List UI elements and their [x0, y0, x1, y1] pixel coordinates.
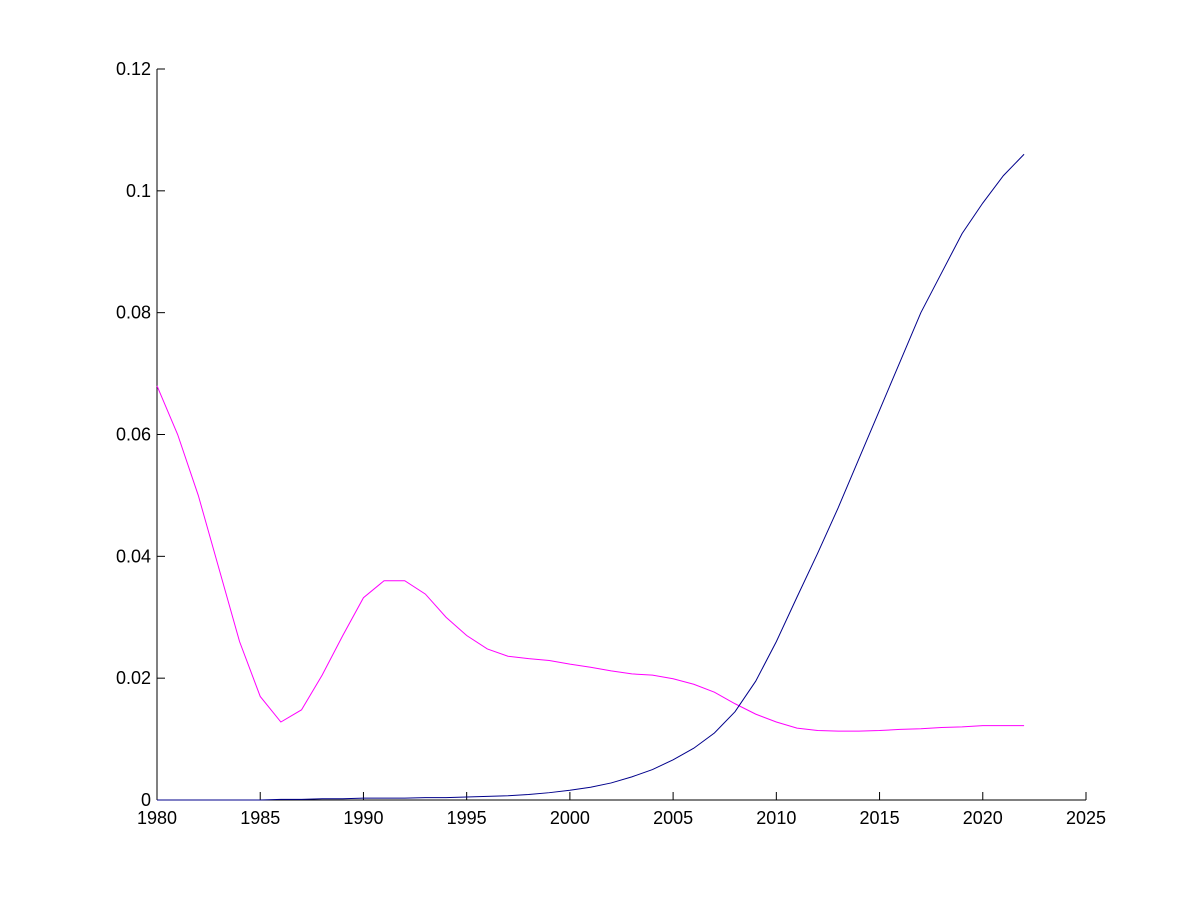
x-tick-label: 2015 — [860, 808, 900, 828]
y-tick-label: 0.02 — [116, 668, 151, 688]
y-tick-label: 0.1 — [126, 181, 151, 201]
x-tick-label: 2025 — [1066, 808, 1106, 828]
x-tick-label: 2020 — [963, 808, 1003, 828]
line-series — [157, 153, 1025, 801]
y-tick-label: 0 — [141, 790, 151, 810]
y-tick-label: 0.12 — [116, 59, 151, 79]
y-tick-label: 0.04 — [116, 546, 151, 566]
x-tick-label: 1985 — [240, 808, 280, 828]
x-tick-label: 2000 — [550, 808, 590, 828]
x-tick-label: 1990 — [343, 808, 383, 828]
x-tick-label: 1995 — [447, 808, 487, 828]
x-tick-label: 2010 — [756, 808, 796, 828]
x-tick-label: 2005 — [653, 808, 693, 828]
y-tick-label: 0.06 — [116, 425, 151, 445]
y-tick-label: 0.08 — [116, 303, 151, 323]
x-tick-label: 1980 — [137, 808, 177, 828]
line-series — [156, 385, 1025, 732]
